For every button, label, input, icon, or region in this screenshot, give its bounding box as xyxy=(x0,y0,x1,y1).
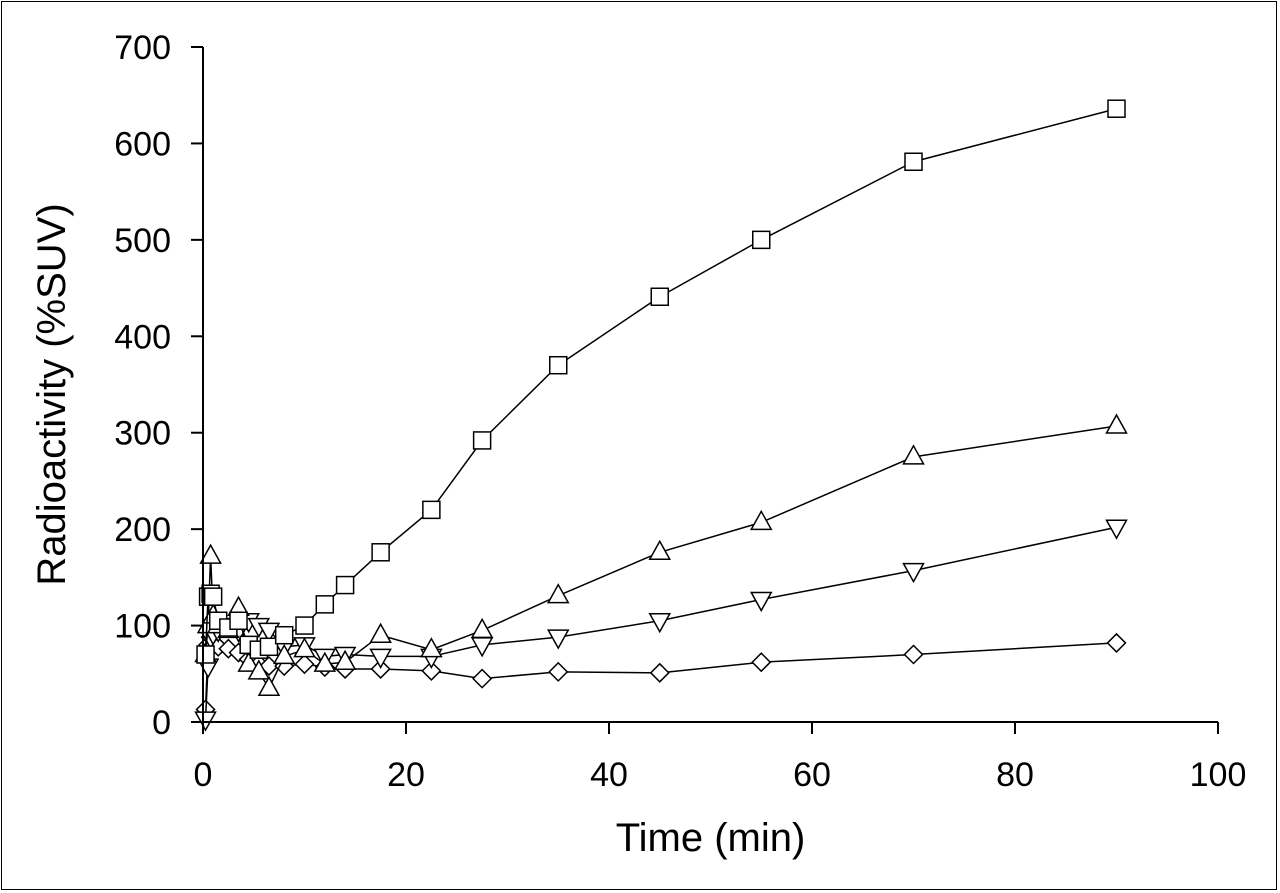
triangle-down-marker xyxy=(1105,519,1128,540)
triangle-down-marker xyxy=(648,613,672,634)
plot-area xyxy=(194,99,1128,732)
triangle-up-marker xyxy=(420,637,443,658)
y-tick-label: 600 xyxy=(114,125,171,163)
triangle-down-marker xyxy=(257,622,281,643)
y-tick-label: 100 xyxy=(114,608,171,646)
x-tick-label: 60 xyxy=(793,756,831,794)
diamond-marker xyxy=(649,662,670,683)
square-marker xyxy=(472,431,492,450)
triangle-up-marker xyxy=(247,659,271,680)
x-tick-label: 100 xyxy=(1190,756,1247,794)
square-marker xyxy=(422,500,441,520)
triangle-up-marker xyxy=(272,643,296,665)
y-tick-label: 400 xyxy=(114,318,171,356)
triangle-down-marker xyxy=(369,648,392,669)
diamond-marker xyxy=(903,644,924,665)
diamond-marker xyxy=(751,652,772,673)
square-marker xyxy=(203,587,223,606)
y-ticks: 0 100 200 300 400 500 600 700 xyxy=(114,29,203,742)
x-tick-label: 80 xyxy=(996,756,1034,794)
triangle-up-marker xyxy=(333,649,357,670)
triangle-up-marker xyxy=(237,651,260,672)
x-ticks: 0 20 40 60 80 100 xyxy=(194,722,1247,794)
x-tick-label: 0 xyxy=(194,756,213,794)
y-tick-label: 300 xyxy=(114,415,171,453)
y-axis-title: Radioactivity (%SUV) xyxy=(30,203,74,585)
y-tick-label: 0 xyxy=(152,704,171,742)
triangle-up-marker xyxy=(369,622,392,643)
triangle-up-marker xyxy=(470,617,494,639)
square-marker xyxy=(904,152,923,171)
square-marker xyxy=(196,645,215,664)
triangle-down-marker xyxy=(749,591,773,613)
y-tick-label: 500 xyxy=(114,222,171,260)
y-tick-label: 700 xyxy=(114,29,171,67)
square-marker xyxy=(229,611,248,630)
square-marker xyxy=(274,625,294,645)
square-marker xyxy=(549,355,568,375)
triangle-up-marker xyxy=(546,583,570,604)
square-marker xyxy=(315,595,335,614)
triangle-up-marker xyxy=(902,444,925,465)
series-diamond xyxy=(195,627,1127,720)
square-marker xyxy=(371,543,390,562)
diamond-marker xyxy=(548,661,569,682)
y-tick-label: 200 xyxy=(114,511,171,549)
diamond-marker xyxy=(294,654,315,675)
x-tick-label: 40 xyxy=(590,756,628,794)
series-line xyxy=(204,107,1117,655)
triangle-up-marker xyxy=(1105,413,1128,434)
diamond-marker xyxy=(1106,632,1127,653)
series-square xyxy=(196,99,1126,664)
triangle-up-marker xyxy=(293,637,316,658)
square-marker xyxy=(295,616,314,635)
triangle-up-marker xyxy=(199,543,222,564)
x-tick-label: 20 xyxy=(387,756,425,794)
square-marker xyxy=(259,637,279,657)
triangle-up-marker xyxy=(313,651,337,672)
diamond-marker xyxy=(421,660,442,681)
triangle-down-marker xyxy=(902,562,925,584)
triangle-down-marker xyxy=(546,629,570,650)
axes xyxy=(202,47,1218,723)
x-axis-title: Time (min) xyxy=(616,816,806,860)
square-marker xyxy=(650,287,669,306)
diamond-marker xyxy=(472,668,493,689)
square-marker xyxy=(335,575,355,595)
triangle-up-marker xyxy=(257,675,281,696)
triangle-up-marker xyxy=(648,539,672,561)
square-marker xyxy=(1107,99,1126,118)
square-marker xyxy=(752,230,771,250)
triangle-up-marker xyxy=(749,509,773,531)
